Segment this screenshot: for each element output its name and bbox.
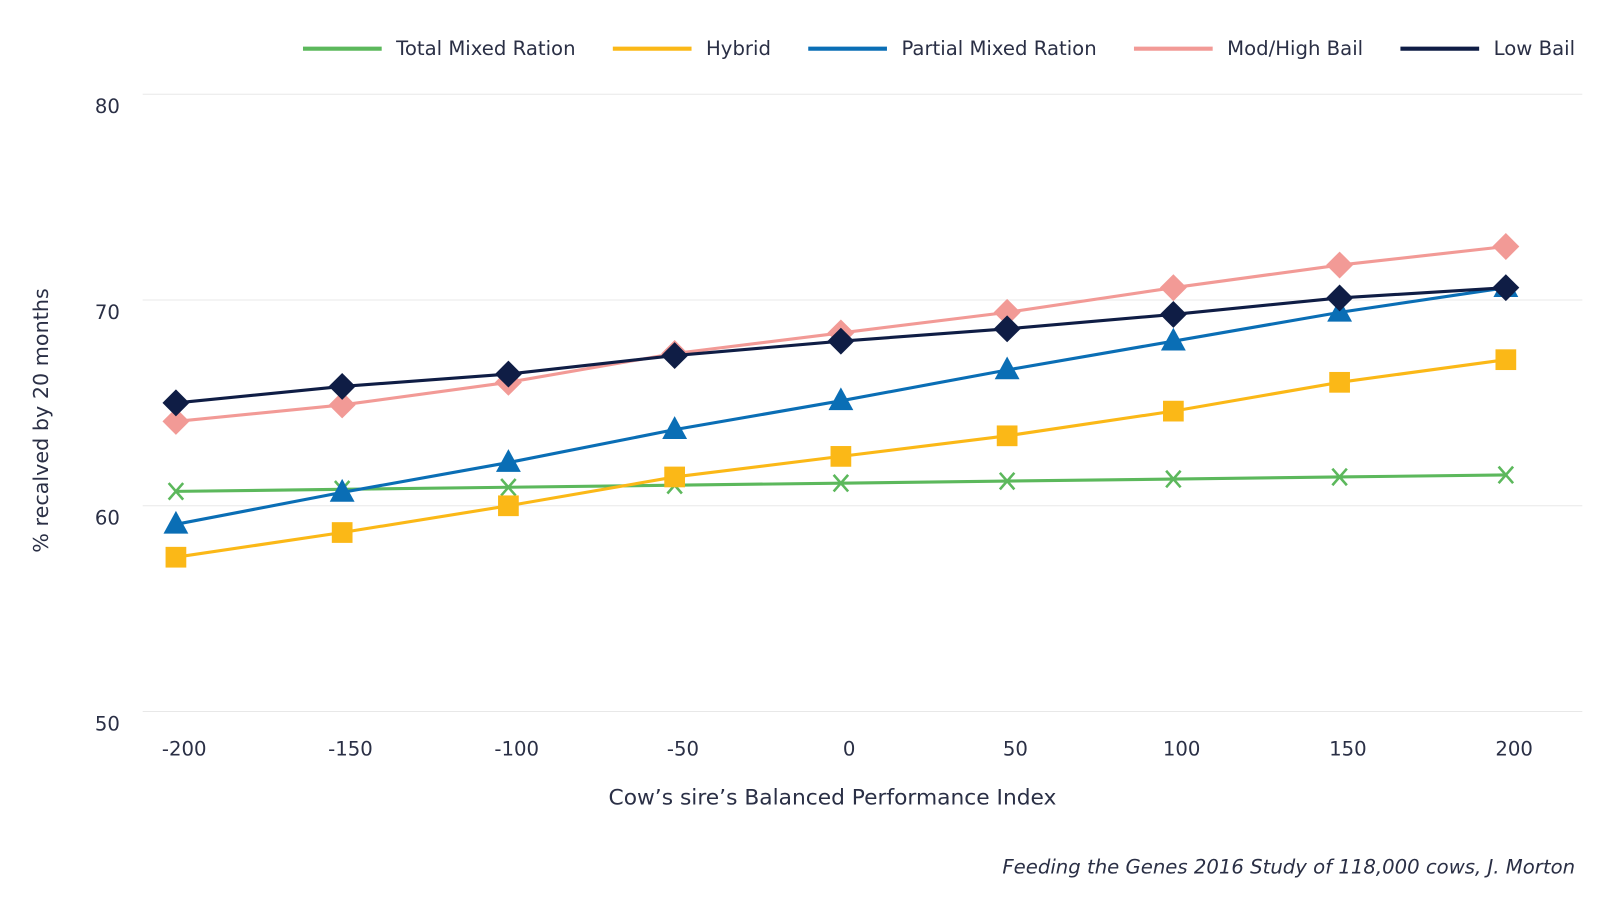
marker xyxy=(500,478,517,497)
marker xyxy=(1163,400,1184,422)
marker xyxy=(830,446,852,467)
x-tick-label: 200 xyxy=(1495,737,1533,760)
legend-item: Low Bail xyxy=(1400,37,1575,60)
y-axis-label: % recalved by 20 months xyxy=(29,288,53,552)
legend: Total Mixed Ration Hybrid Partial Mixed Ra… xyxy=(302,37,1575,60)
marker xyxy=(329,478,355,502)
legend-label: Hybrid xyxy=(706,37,771,60)
marker xyxy=(996,425,1018,447)
marker xyxy=(662,416,688,439)
marker xyxy=(1160,327,1186,351)
marker xyxy=(167,482,185,501)
marker xyxy=(661,342,689,370)
x-tick-label: -150 xyxy=(328,737,373,760)
marker xyxy=(827,327,855,355)
marker xyxy=(832,474,850,493)
legend-item: Partial Mixed Ration xyxy=(808,37,1097,60)
x-tick-label: 150 xyxy=(1329,737,1367,760)
marker xyxy=(162,407,190,435)
marker xyxy=(162,389,190,417)
marker xyxy=(1497,465,1515,485)
y-tick-label: 60 xyxy=(95,507,120,530)
marker xyxy=(1492,274,1520,302)
marker xyxy=(163,510,189,534)
legend-label: Total Mixed Ration xyxy=(395,37,575,60)
marker xyxy=(331,522,353,543)
x-tick-label: -100 xyxy=(494,737,539,760)
marker xyxy=(1331,467,1348,487)
marker xyxy=(1326,251,1354,279)
marker xyxy=(498,495,519,517)
source-note: Feeding the Genes 2016 Study of 118,000 … xyxy=(1002,855,1575,878)
marker xyxy=(328,372,356,400)
x-tick-label: 100 xyxy=(1163,737,1201,760)
marker xyxy=(1165,469,1182,489)
legend-label: Partial Mixed Ration xyxy=(901,37,1096,60)
marker xyxy=(1159,274,1187,302)
legend-item: Hybrid xyxy=(612,37,771,60)
x-tick-label: 50 xyxy=(1003,737,1028,760)
x-axis-label: Cow’s sire’s Balanced Performance Index xyxy=(609,786,1057,811)
x-tick-label: 0 xyxy=(843,737,856,760)
marker xyxy=(1495,349,1517,371)
marker xyxy=(828,387,854,411)
y-tick-label: 80 xyxy=(95,95,120,118)
marker xyxy=(994,356,1020,380)
y-tick-label: 70 xyxy=(95,301,120,324)
legend-label: Low Bail xyxy=(1494,37,1575,60)
marker xyxy=(1159,300,1187,328)
marker xyxy=(993,298,1021,326)
marker xyxy=(1326,284,1354,312)
x-tick-label: -50 xyxy=(667,737,699,760)
marker xyxy=(998,471,1016,491)
marker xyxy=(1492,233,1520,260)
legend-item: Total Mixed Ration xyxy=(302,37,576,60)
marker xyxy=(495,449,521,472)
marker xyxy=(165,546,187,568)
marker xyxy=(664,466,686,488)
marker xyxy=(328,391,356,419)
x-tick-label: -200 xyxy=(162,737,207,760)
y-tick-label: 50 xyxy=(95,713,120,736)
marker xyxy=(993,315,1021,343)
legend-item: Mod/High Bail xyxy=(1133,37,1363,60)
marker xyxy=(1329,371,1350,393)
legend-label: Mod/High Bail xyxy=(1227,37,1363,60)
